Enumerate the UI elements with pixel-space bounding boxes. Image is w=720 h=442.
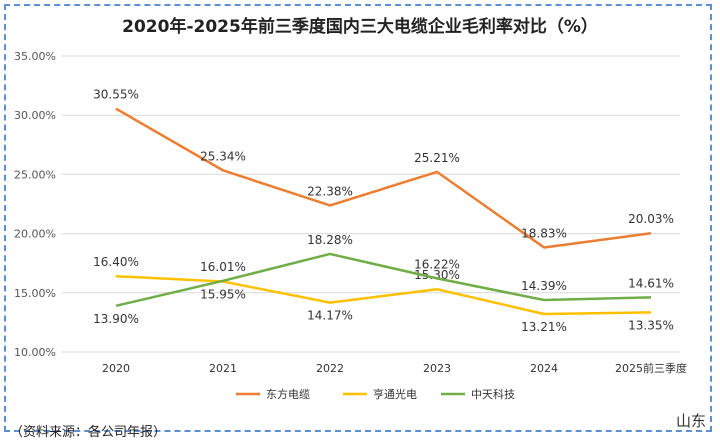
series-line — [115, 274, 652, 316]
legend-label: 亨通光电 — [373, 387, 417, 401]
data-label: 13.35% — [628, 318, 674, 332]
chart-frame — [4, 4, 712, 432]
data-label: 16.22% — [414, 257, 460, 271]
x-tick-label: 2022 — [316, 362, 344, 375]
data-label: 14.39% — [521, 279, 567, 293]
legend-label: 中天科技 — [471, 387, 515, 401]
x-tick-label: 2023 — [423, 362, 451, 375]
data-label: 13.21% — [521, 320, 567, 334]
data-label: 13.90% — [93, 312, 139, 326]
y-tick-label: 35.00% — [14, 50, 56, 63]
x-tick-label: 2021 — [209, 362, 237, 375]
data-label: 18.83% — [521, 226, 567, 240]
series-line — [115, 252, 652, 308]
y-tick-label: 15.00% — [14, 287, 56, 300]
data-label: 15.95% — [200, 288, 246, 302]
chart-title: 2020年-2025年前三季度国内三大电缆企业毛利率对比（%） — [122, 17, 598, 37]
data-label: 16.40% — [93, 255, 139, 269]
data-label: 22.38% — [307, 184, 353, 198]
y-tick-label: 10.00% — [14, 346, 56, 359]
legend-label: 东方电缆 — [266, 387, 310, 401]
data-label: 20.03% — [628, 212, 674, 226]
data-label: 14.17% — [307, 309, 353, 323]
data-label: 15.30% — [414, 268, 460, 282]
y-tick-label: 25.00% — [14, 168, 56, 181]
series-line — [115, 107, 652, 249]
data-label: 16.01% — [200, 260, 246, 274]
data-label: 30.55% — [93, 88, 139, 102]
data-label: 25.21% — [414, 151, 460, 165]
x-tick-label: 2020 — [102, 362, 130, 375]
x-tick-label: 2025前三季度 — [615, 361, 687, 375]
x-tick-label: 2024 — [530, 362, 558, 375]
data-label: 14.61% — [628, 276, 674, 290]
y-tick-label: 20.00% — [14, 228, 56, 241]
watermark: 山东 — [676, 412, 707, 430]
y-tick-label: 30.00% — [14, 109, 56, 122]
data-label: 25.34% — [200, 149, 246, 163]
data-label: 18.28% — [307, 233, 353, 247]
source-note: （资料来源：各公司年报） — [10, 425, 167, 440]
